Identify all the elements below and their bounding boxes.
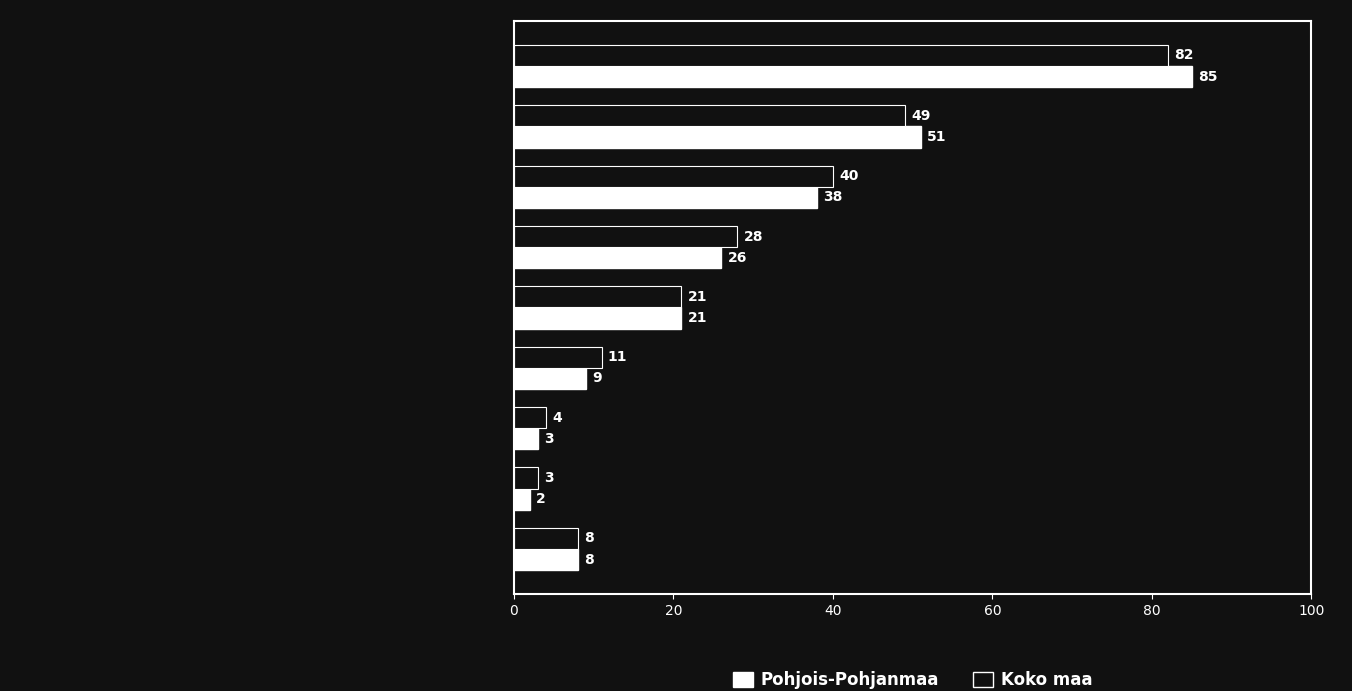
Bar <box>514 247 721 268</box>
Bar <box>514 428 538 449</box>
Bar <box>514 307 681 329</box>
Text: 3: 3 <box>544 471 554 485</box>
Text: 51: 51 <box>927 130 946 144</box>
Bar <box>514 368 585 389</box>
Legend: Pohjois-Pohjanmaa, Koko maa: Pohjois-Pohjanmaa, Koko maa <box>733 671 1092 689</box>
Bar <box>514 489 530 510</box>
Text: 26: 26 <box>727 251 746 265</box>
Text: 49: 49 <box>911 108 930 123</box>
Bar <box>514 468 538 489</box>
Text: 4: 4 <box>552 410 562 425</box>
Bar <box>514 226 737 247</box>
Bar <box>514 286 681 307</box>
Bar <box>514 187 817 208</box>
Bar <box>514 105 904 126</box>
Text: 11: 11 <box>608 350 627 364</box>
Bar <box>514 45 1168 66</box>
Text: 82: 82 <box>1175 48 1194 62</box>
Text: 2: 2 <box>537 492 546 507</box>
Text: 21: 21 <box>688 290 707 304</box>
Text: 9: 9 <box>592 372 602 386</box>
Text: 8: 8 <box>584 531 594 545</box>
Text: 38: 38 <box>823 190 842 205</box>
Bar <box>514 407 546 428</box>
Text: 28: 28 <box>744 229 763 243</box>
Bar <box>514 66 1192 87</box>
Bar <box>514 549 577 570</box>
Text: 40: 40 <box>840 169 859 183</box>
Text: 21: 21 <box>688 311 707 325</box>
Bar <box>514 347 602 368</box>
Text: 8: 8 <box>584 553 594 567</box>
Bar <box>514 166 833 187</box>
Bar <box>514 126 921 147</box>
Text: 85: 85 <box>1198 70 1218 84</box>
Bar <box>514 528 577 549</box>
Text: 3: 3 <box>544 432 554 446</box>
